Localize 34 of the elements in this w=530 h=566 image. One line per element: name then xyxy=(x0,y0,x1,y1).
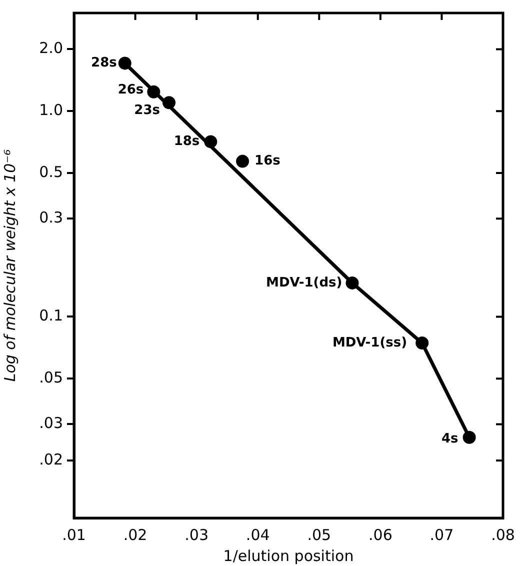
x-tick-label: .08 xyxy=(491,526,515,544)
x-tick-label: .03 xyxy=(184,526,208,544)
y-tick-label: .03 xyxy=(39,414,63,432)
annotation: 4s xyxy=(441,432,459,447)
point xyxy=(462,430,476,444)
y-tick-label: .02 xyxy=(39,450,63,468)
x-axis-title: 1/elution position xyxy=(223,546,354,565)
point xyxy=(236,154,250,168)
y-tick-label: 0.1 xyxy=(39,306,63,325)
annotation: MDV-1(ss) xyxy=(332,335,408,350)
y-tick-label: 2.0 xyxy=(39,39,63,58)
point xyxy=(118,56,132,70)
y-tick-label: .05 xyxy=(39,368,63,387)
point xyxy=(162,96,176,110)
point xyxy=(346,276,359,290)
y-tick-label: 0.5 xyxy=(39,162,63,181)
annotation: 26s xyxy=(118,82,144,98)
y-axis-title: Log of molecular weight x 10⁻⁶ xyxy=(0,149,19,382)
annotation: 28s xyxy=(91,56,118,71)
x-tick-label: .05 xyxy=(307,526,332,544)
y-tick-label: 0.3 xyxy=(39,208,63,227)
x-tick-label: .01 xyxy=(62,526,86,544)
annotation: 16s xyxy=(254,154,281,169)
x-tick-label: .07 xyxy=(430,526,454,544)
y-tick-label: 1.0 xyxy=(39,101,63,119)
point xyxy=(416,336,429,350)
point xyxy=(147,85,160,98)
annotation: MDV-1(ds) xyxy=(266,275,342,290)
x-tick-label: .06 xyxy=(368,526,392,544)
x-tick-label: .04 xyxy=(246,526,270,544)
x-tick-label: .02 xyxy=(123,526,148,544)
annotation: 23s xyxy=(134,102,160,118)
point xyxy=(204,135,218,148)
annotation: 18s xyxy=(174,134,200,150)
